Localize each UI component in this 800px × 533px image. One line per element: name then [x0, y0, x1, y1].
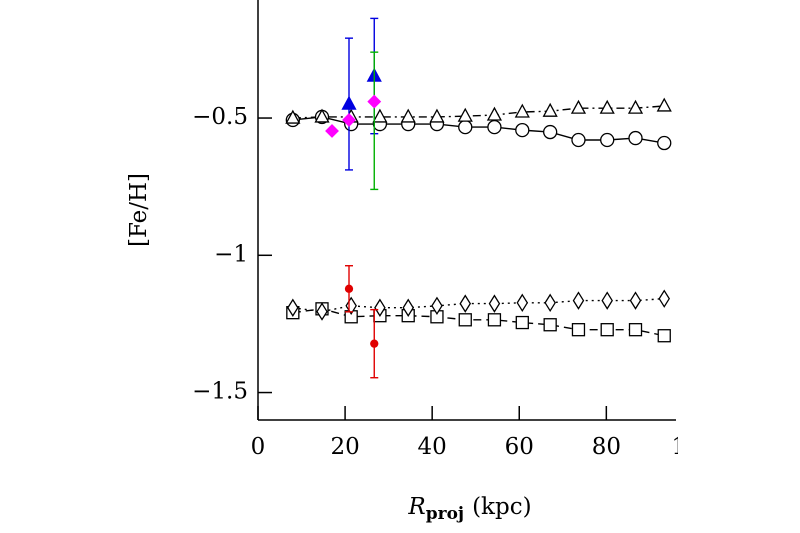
marker-diamond: [325, 124, 339, 138]
x-tick-label: 0: [251, 434, 266, 460]
marker-diamond: [431, 296, 443, 316]
x-label-unit: (kpc): [472, 494, 532, 520]
marker-triangle: [514, 103, 530, 118]
marker-diamond: [544, 293, 556, 313]
marker-diamond: [374, 298, 386, 317]
y-axis-label: [Fe/H]: [126, 173, 152, 247]
marker-circle: [657, 135, 672, 151]
x-tick-label: 60: [505, 434, 534, 460]
marker-triangle: [429, 108, 445, 123]
marker-square: [628, 323, 643, 337]
marker-triangle: [486, 106, 503, 121]
marker-triangle: [341, 95, 357, 110]
marker-diamond: [367, 94, 382, 109]
marker-triangle: [627, 99, 644, 114]
x-tick-labels: 0 20 40 60 80 100: [251, 434, 715, 460]
marker-circle: [571, 132, 586, 148]
x-tick-label: 80: [592, 434, 621, 460]
marker-circle: [515, 122, 530, 138]
marker-triangle: [314, 108, 330, 123]
error-bar: [370, 51, 379, 191]
marker-diamond: [658, 289, 671, 308]
marker-triangle: [656, 97, 672, 112]
marker-square: [600, 323, 614, 337]
marker-diamond: [572, 291, 585, 310]
x-label-main: R: [407, 494, 425, 520]
y-tick-label: −1: [214, 241, 248, 267]
marker-circle: [600, 132, 615, 148]
marker-diamond: [629, 291, 642, 310]
x-tick-label: 20: [330, 434, 359, 460]
marker-square: [543, 318, 557, 332]
marker-diamond: [402, 298, 414, 317]
marker-diamond: [287, 298, 299, 317]
marker-circle: [487, 119, 502, 135]
marker-diamond: [601, 291, 613, 310]
marker-triangle: [599, 99, 615, 114]
y-tick-label: −0.5: [192, 104, 248, 130]
x-tick-label: 100: [671, 434, 715, 460]
marker-triangle: [570, 99, 587, 114]
marker-diamond: [342, 113, 356, 127]
marker-diamond: [488, 294, 501, 313]
marker-diamond: [516, 293, 529, 313]
marker-triangle: [542, 102, 558, 117]
marker-triangle: [457, 107, 473, 122]
marker-square: [487, 313, 502, 327]
marker-square: [571, 323, 586, 337]
marker-diamond: [316, 302, 328, 321]
y-tick-label: −1.5: [192, 379, 248, 405]
series-line: [292, 105, 665, 119]
x-axis-label: Rproj (kpc): [407, 494, 531, 524]
marker-triangle: [372, 108, 388, 123]
series-line: [292, 308, 665, 337]
x-tick-label: 40: [418, 434, 447, 460]
marker-square: [458, 313, 472, 327]
marker-circle: [344, 284, 354, 293]
marker-diamond: [459, 294, 472, 313]
marker-square: [657, 329, 671, 343]
marker-square: [515, 315, 529, 330]
marker-triangle: [400, 108, 416, 123]
marker-circle: [370, 339, 379, 348]
marker-circle: [628, 130, 643, 146]
marker-circle: [543, 124, 558, 140]
x-label-sub: proj: [426, 504, 464, 524]
marker-circle: [458, 119, 473, 135]
marker-triangle: [285, 109, 301, 124]
